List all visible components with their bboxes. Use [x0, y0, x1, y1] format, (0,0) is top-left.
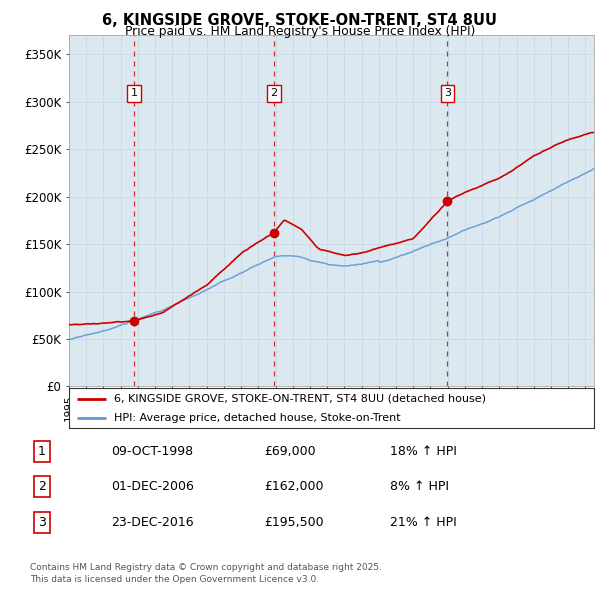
Text: 09-OCT-1998: 09-OCT-1998	[111, 445, 193, 458]
Text: 3: 3	[444, 88, 451, 99]
Text: 3: 3	[38, 516, 46, 529]
Text: 23-DEC-2016: 23-DEC-2016	[111, 516, 194, 529]
Text: 01-DEC-2006: 01-DEC-2006	[111, 480, 194, 493]
Text: Contains HM Land Registry data © Crown copyright and database right 2025.
This d: Contains HM Land Registry data © Crown c…	[30, 563, 382, 584]
Text: £69,000: £69,000	[264, 445, 316, 458]
Text: 2: 2	[38, 480, 46, 493]
Text: 8% ↑ HPI: 8% ↑ HPI	[390, 480, 449, 493]
Text: £195,500: £195,500	[264, 516, 323, 529]
Text: 6, KINGSIDE GROVE, STOKE-ON-TRENT, ST4 8UU: 6, KINGSIDE GROVE, STOKE-ON-TRENT, ST4 8…	[103, 13, 497, 28]
Text: 18% ↑ HPI: 18% ↑ HPI	[390, 445, 457, 458]
Text: 2: 2	[271, 88, 278, 99]
Text: Price paid vs. HM Land Registry's House Price Index (HPI): Price paid vs. HM Land Registry's House …	[125, 25, 475, 38]
Text: HPI: Average price, detached house, Stoke-on-Trent: HPI: Average price, detached house, Stok…	[113, 413, 400, 422]
Text: £162,000: £162,000	[264, 480, 323, 493]
Text: 1: 1	[131, 88, 137, 99]
Text: 6, KINGSIDE GROVE, STOKE-ON-TRENT, ST4 8UU (detached house): 6, KINGSIDE GROVE, STOKE-ON-TRENT, ST4 8…	[113, 394, 485, 404]
Text: 21% ↑ HPI: 21% ↑ HPI	[390, 516, 457, 529]
Text: 1: 1	[38, 445, 46, 458]
